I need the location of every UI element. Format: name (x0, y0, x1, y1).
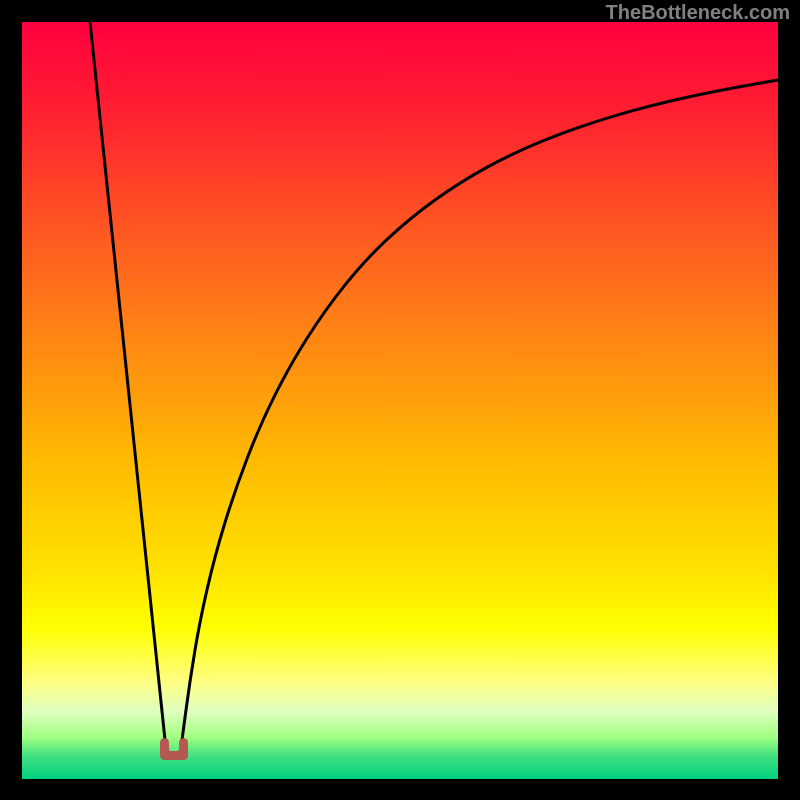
watermark-text: TheBottleneck.com (606, 2, 790, 25)
plot-background (22, 22, 778, 779)
chart-container: TheBottleneck.com (0, 0, 800, 800)
bottleneck-curve-chart (0, 0, 800, 800)
